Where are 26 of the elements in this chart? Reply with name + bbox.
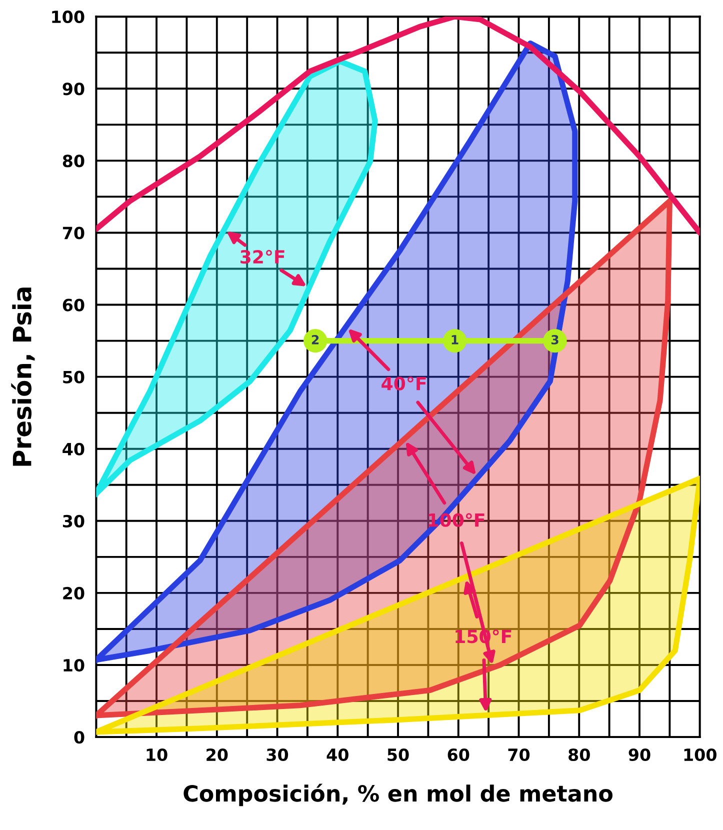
x-tick-label: 30 — [266, 748, 288, 762]
y-axis-title: Presión, Psia — [11, 288, 35, 466]
x-tick-label: 10 — [146, 748, 168, 762]
y-tick-label: 40 — [62, 442, 84, 456]
x-tick-label: 80 — [568, 748, 590, 762]
y-tick-label: 80 — [62, 154, 84, 168]
y-tick-label: 0 — [74, 731, 84, 744]
y-tick-label: 90 — [62, 82, 84, 96]
x-axis-title: Composición, % en mol de metano — [184, 784, 612, 806]
y-tick-label: 50 — [63, 370, 84, 384]
y-tick-label: 20 — [63, 586, 84, 600]
annotation: 3 — [551, 334, 558, 344]
y-tick-label: 30 — [62, 514, 84, 528]
annotation: 2 — [312, 334, 319, 344]
x-tick-label: 70 — [508, 748, 530, 762]
x-tick-label: 90 — [628, 748, 650, 762]
x-tick-label: 50 — [388, 748, 409, 762]
y-tick-label: 60 — [62, 298, 84, 312]
x-tick-label: 100 — [684, 748, 716, 762]
y-tick-label: 100 — [52, 10, 84, 24]
y-tick-label: 10 — [64, 658, 84, 672]
x-tick-label: 40 — [326, 748, 348, 762]
x-tick-label: 60 — [448, 748, 470, 762]
annotation: 1 — [452, 335, 458, 344]
x-tick-label: 20 — [206, 748, 228, 762]
y-tick-label: 70 — [62, 226, 84, 240]
